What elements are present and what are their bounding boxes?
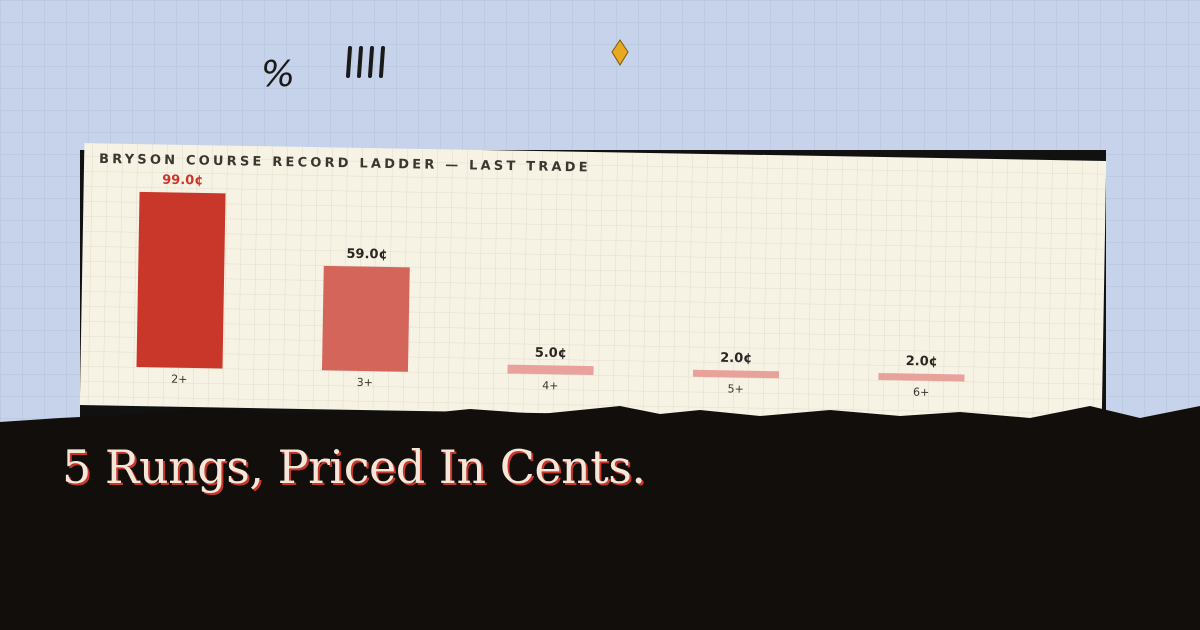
value-label: 99.0¢ bbox=[162, 173, 203, 189]
x-tick-label: 6+ bbox=[913, 386, 929, 399]
diamond bbox=[611, 39, 629, 66]
value-label: 5.0¢ bbox=[535, 346, 567, 362]
x-tick-label: 2+ bbox=[171, 373, 187, 386]
bar bbox=[878, 372, 965, 382]
tally-marks bbox=[346, 46, 385, 78]
x-tick-label: 3+ bbox=[357, 376, 373, 389]
x-tick-label: 4+ bbox=[542, 379, 558, 392]
bar bbox=[321, 265, 410, 372]
x-tick-label: 5+ bbox=[727, 382, 743, 395]
bar bbox=[692, 369, 780, 379]
chart-card: BRYSON COURSE RECORD LADDER — LAST TRADE… bbox=[79, 143, 1107, 423]
value-label: 2.0¢ bbox=[720, 351, 752, 367]
value-label: 2.0¢ bbox=[906, 354, 938, 370]
value-label: 59.0¢ bbox=[346, 247, 387, 263]
bar bbox=[136, 191, 226, 369]
bar bbox=[507, 364, 594, 376]
doodle-percent: % bbox=[261, 54, 295, 95]
torn-footer bbox=[0, 406, 1200, 630]
headline: 5 Rungs, Priced In Cents. bbox=[62, 440, 646, 494]
